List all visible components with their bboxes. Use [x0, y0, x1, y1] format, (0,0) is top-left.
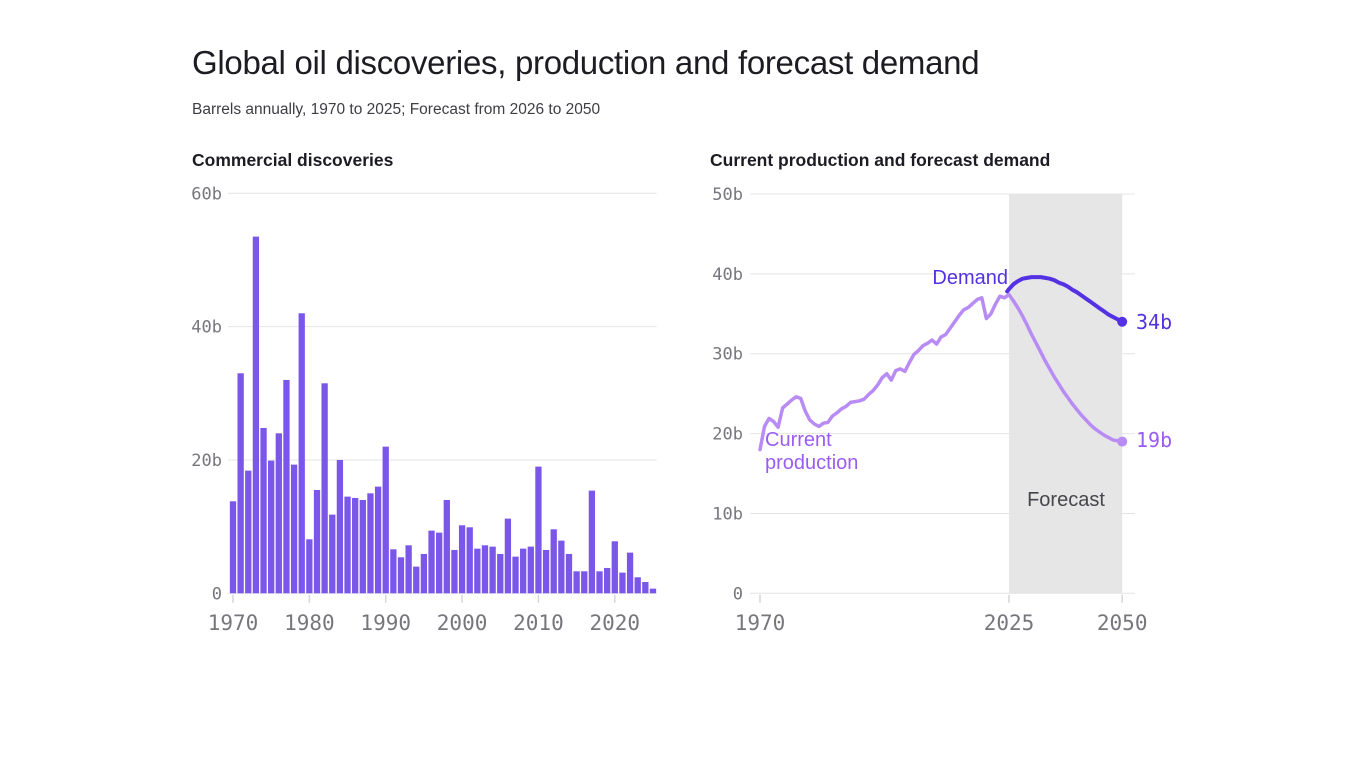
production-line	[758, 292, 1124, 452]
discovery-bar-1997	[436, 532, 443, 594]
discovery-bar-1994	[413, 566, 420, 594]
discovery-bar-2009	[527, 546, 534, 594]
discovery-bar-2014	[565, 553, 573, 594]
forecast-band-label: Forecast	[1027, 489, 1105, 511]
discovery-bar-2012	[550, 529, 557, 594]
discovery-bar-1983	[329, 514, 336, 594]
discovery-bar-2005	[497, 553, 504, 594]
production-demand-chart-title: Current production and forecast demand	[710, 150, 1051, 170]
discoveries-xtick-label: 2000	[437, 611, 488, 635]
discovery-bar-2022	[626, 552, 634, 594]
production-ytick-label: 40b	[712, 265, 743, 285]
discovery-bar-1996	[428, 530, 435, 594]
discovery-bar-1995	[420, 553, 428, 594]
discovery-bar-2013	[558, 540, 565, 594]
discovery-bar-2025	[649, 588, 657, 594]
page-subtitle: Barrels annually, 1970 to 2025; Forecast…	[192, 101, 601, 118]
discovery-bar-1982	[321, 383, 328, 594]
production-xtick-label: 2025	[984, 611, 1035, 635]
discoveries-xtick-label: 2010	[513, 611, 564, 635]
discovery-bar-1974	[260, 427, 267, 594]
discovery-bar-2019	[604, 567, 611, 594]
discovery-bar-1998	[443, 499, 450, 594]
discovery-bar-1975	[268, 460, 275, 594]
discovery-bar-1981	[313, 489, 321, 594]
discoveries-ytick-label: 0	[212, 584, 222, 604]
production-ytick-label: 10b	[712, 504, 743, 524]
discovery-bar-1986	[352, 497, 359, 594]
discovery-bar-2008	[520, 548, 527, 594]
production-xtick-label: 1970	[735, 611, 786, 635]
discoveries-xtick-label: 1970	[208, 611, 259, 635]
discovery-bar-2003	[481, 545, 489, 594]
discovery-bar-2017	[588, 490, 596, 594]
discovery-bar-1990	[382, 446, 389, 594]
discovery-bar-2000	[458, 525, 466, 594]
discovery-bar-1980	[306, 539, 313, 594]
discoveries-xtick-label: 1980	[284, 611, 335, 635]
discovery-bar-1989	[374, 486, 382, 594]
discovery-bar-1988	[367, 493, 374, 594]
discovery-bar-2006	[504, 518, 512, 594]
demand-end-value-label: 34b	[1136, 310, 1173, 334]
discovery-bar-2011	[542, 549, 550, 594]
discovery-bar-1979	[298, 313, 305, 594]
discovery-bar-2024	[642, 581, 649, 594]
discovery-bar-1978	[290, 464, 298, 594]
discovery-bar-2020	[611, 541, 618, 594]
discovery-bar-2004	[489, 546, 496, 594]
discovery-bar-1985	[344, 496, 351, 594]
discovery-bar-2016	[581, 571, 588, 594]
discovery-bar-2021	[619, 572, 626, 594]
discovery-bar-2001	[466, 527, 473, 594]
discovery-bar-1992	[397, 557, 405, 594]
discovery-bar-2010	[535, 466, 542, 594]
discoveries-ytick-label: 20b	[191, 451, 222, 471]
discoveries-xtick-label: 1990	[360, 611, 411, 635]
discovery-bar-1976	[275, 433, 282, 594]
production-end-dot	[1117, 436, 1128, 447]
demand-line	[1005, 275, 1125, 324]
discovery-bar-1972	[245, 470, 252, 594]
discovery-bar-1999	[451, 549, 458, 594]
discovery-bar-1977	[283, 379, 290, 594]
discovery-bar-1971	[237, 373, 244, 594]
discovery-bar-2002	[474, 548, 481, 594]
production-end-value-label: 19b	[1136, 428, 1173, 452]
demand-end-dot	[1117, 316, 1128, 327]
discovery-bar-2015	[573, 571, 580, 594]
discovery-bar-1984	[336, 459, 344, 594]
production-xtick-label: 2050	[1097, 611, 1148, 635]
production-ytick-label: 20b	[712, 425, 743, 445]
discovery-bar-2023	[634, 577, 641, 594]
discoveries-xtick-label: 2020	[590, 611, 641, 635]
discoveries-ytick-label: 60b	[191, 184, 222, 204]
discovery-bar-2007	[512, 556, 519, 594]
discoveries-ytick-label: 40b	[191, 318, 222, 338]
production-ytick-label: 30b	[712, 345, 743, 365]
discovery-bar-1991	[390, 549, 397, 594]
demand-series-label: Demand	[932, 267, 1008, 289]
discovery-bar-2018	[596, 571, 603, 594]
discoveries-chart-title: Commercial discoveries	[192, 150, 394, 170]
page-title: Global oil discoveries, production and f…	[192, 44, 980, 81]
discovery-bar-1973	[252, 236, 260, 594]
discovery-bar-1987	[359, 499, 366, 594]
discovery-bar-1970	[229, 501, 237, 594]
production-ytick-label: 50b	[712, 185, 743, 205]
production-ytick-label: 0	[733, 584, 743, 604]
production-series-label: Current production	[765, 429, 859, 474]
discovery-bar-1993	[405, 545, 412, 594]
